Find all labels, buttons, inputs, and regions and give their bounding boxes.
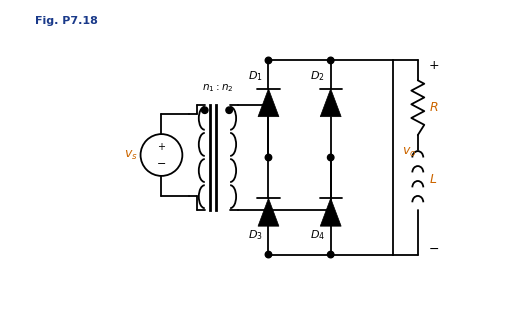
Text: $v_o$: $v_o$	[402, 146, 416, 159]
Text: $L$: $L$	[429, 173, 437, 186]
Polygon shape	[320, 198, 341, 226]
Text: −: −	[157, 159, 166, 169]
Circle shape	[265, 57, 272, 64]
Text: $n_1 : n_2$: $n_1 : n_2$	[202, 82, 233, 94]
Text: Fig. P7.18: Fig. P7.18	[35, 16, 97, 26]
Text: $D_2$: $D_2$	[310, 69, 325, 83]
Circle shape	[226, 107, 232, 113]
Circle shape	[327, 57, 334, 64]
Polygon shape	[258, 89, 279, 117]
Circle shape	[327, 251, 334, 258]
Text: $v_s$: $v_s$	[124, 148, 138, 162]
Text: $D_3$: $D_3$	[248, 229, 262, 242]
Text: $D_1$: $D_1$	[248, 69, 262, 83]
Circle shape	[265, 251, 272, 258]
Text: $R$: $R$	[429, 101, 438, 114]
Text: +: +	[158, 142, 165, 152]
Circle shape	[265, 154, 272, 161]
Circle shape	[201, 107, 208, 113]
Polygon shape	[320, 89, 341, 117]
Text: −: −	[429, 243, 440, 256]
Text: +: +	[429, 59, 440, 72]
Polygon shape	[258, 198, 279, 226]
Circle shape	[327, 154, 334, 161]
Text: $D_4$: $D_4$	[309, 229, 325, 242]
